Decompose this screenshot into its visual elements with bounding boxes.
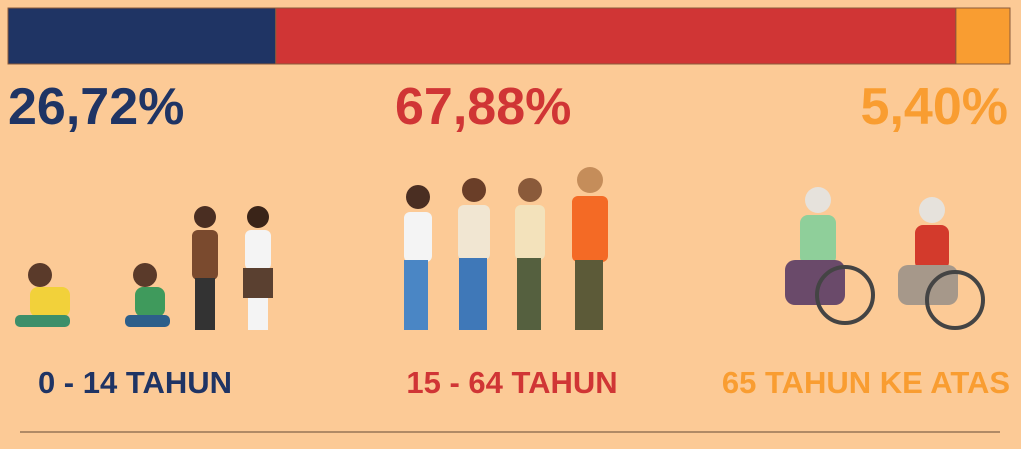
value-label: 5,40% [861,78,1008,136]
category-label: 65 TAHUN KE ATAS [722,365,1010,400]
infographic: 26,72% 0 - 14 TAHUN 67,88% 15 - 64 TAHUN 5,4… [0,0,1021,449]
category-label: 15 - 64 TAHUN [406,365,617,400]
bar-segment [8,8,276,64]
value-label: 67,88% [395,78,571,136]
bar-segment [956,8,1010,64]
value-label: 26,72% [8,78,184,136]
bar-segment [276,8,956,64]
category-label: 0 - 14 TAHUN [38,365,232,400]
